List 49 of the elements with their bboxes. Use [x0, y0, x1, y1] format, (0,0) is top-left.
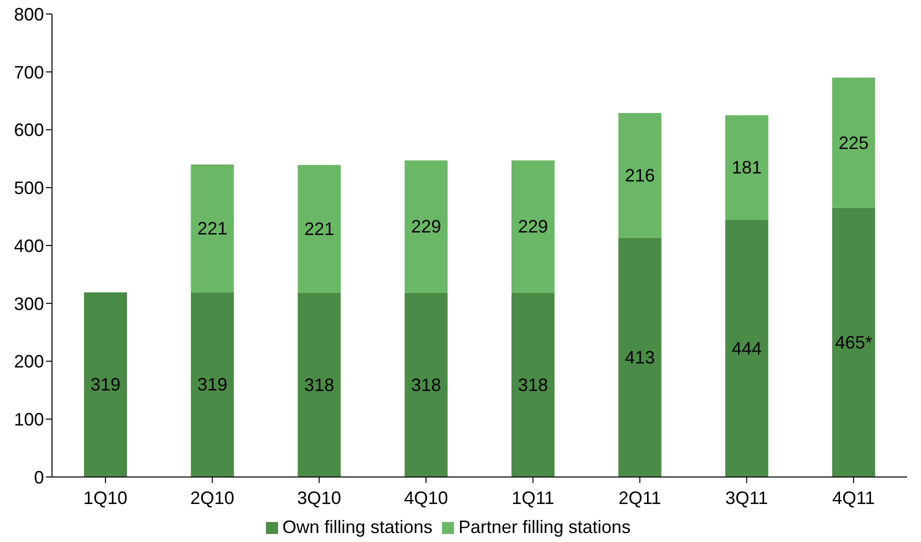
bar: [84, 292, 127, 477]
data-label: 225: [838, 132, 869, 153]
x-tick-label: 1Q11: [512, 488, 554, 508]
bar: [725, 220, 768, 477]
data-label: 229: [411, 216, 442, 237]
x-tick-label: 3Q10: [297, 488, 342, 508]
y-tick-label: 0: [34, 467, 44, 488]
x-tick-label: 4Q11: [832, 488, 875, 508]
bar: [190, 292, 234, 477]
legend-label: Own filling stations: [282, 517, 432, 537]
y-tick-label: 600: [14, 120, 44, 140]
data-label: 216: [624, 165, 655, 186]
data-label: 319: [197, 374, 228, 395]
bar: [404, 160, 448, 293]
legend-label: Partner filling stations: [458, 517, 631, 537]
data-label: 181: [732, 158, 762, 178]
bar: [725, 115, 768, 220]
y-tick-label: 400: [14, 236, 44, 256]
x-tick-label: 2Q10: [190, 488, 234, 508]
bar: [618, 112, 662, 238]
bar: [298, 292, 341, 477]
data-label: 319: [90, 374, 121, 395]
bar: [512, 160, 554, 293]
bar: [512, 292, 554, 477]
y-tick-label: 800: [14, 4, 44, 24]
data-label: 318: [304, 374, 334, 395]
data-label: 221: [304, 219, 334, 240]
data-label: 465*: [835, 332, 872, 352]
y-tick-label: 100: [14, 410, 44, 430]
bar: [832, 78, 876, 208]
x-tick-label: 4Q10: [404, 488, 448, 508]
y-tick-label: 200: [14, 352, 44, 372]
y-tick-label: 700: [14, 62, 44, 82]
bar: [404, 292, 448, 477]
bar: [298, 165, 341, 293]
x-tick-label: 2Q11: [618, 488, 662, 508]
bar: [190, 164, 234, 292]
data-label: 444: [732, 338, 762, 359]
y-tick-label: 300: [14, 294, 44, 314]
data-label: 221: [197, 218, 228, 238]
bar: [618, 238, 662, 477]
data-label: 318: [411, 374, 442, 395]
data-label: 229: [518, 216, 548, 237]
data-label: 318: [518, 374, 548, 395]
y-tick-label: 500: [14, 178, 44, 198]
x-tick-label: 3Q11: [725, 488, 768, 508]
bar: [832, 208, 876, 477]
x-tick-label: 1Q10: [83, 488, 128, 508]
data-label: 413: [624, 347, 655, 368]
